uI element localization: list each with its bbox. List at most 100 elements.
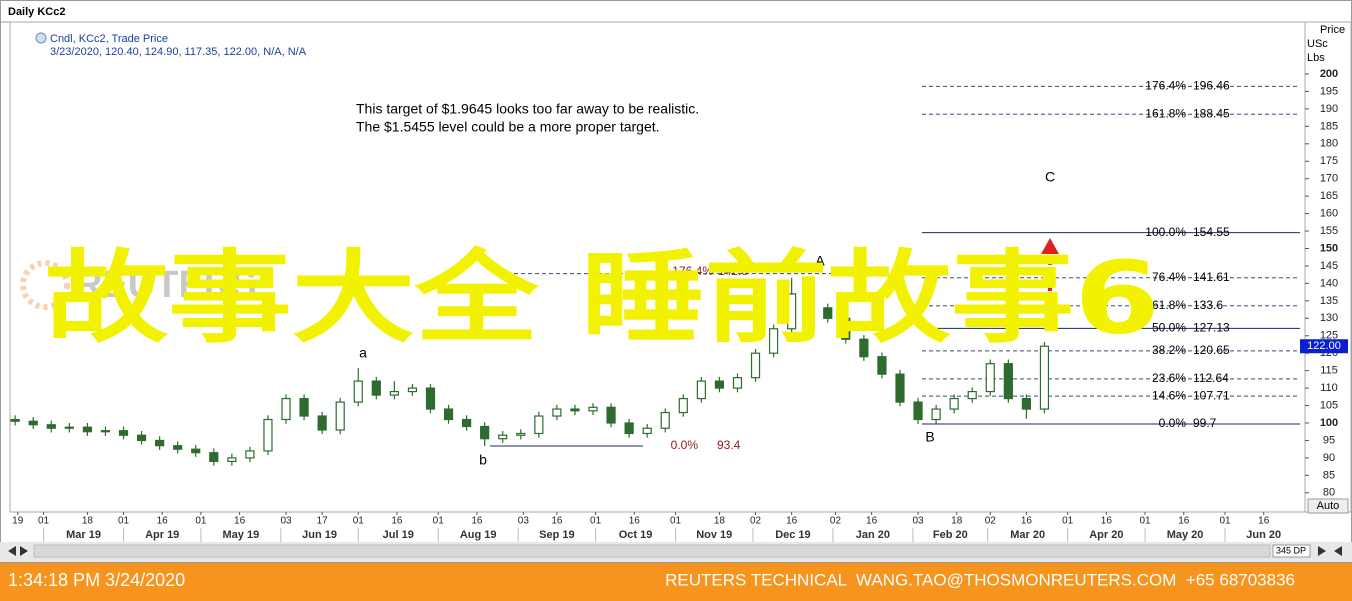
scroll-track[interactable] [33,544,1271,558]
fib-ratio: 14.6% [1152,388,1186,402]
price-header: USc [1307,38,1328,50]
candle-body [750,352,761,379]
y-tick-label: 105 [1320,399,1338,411]
y-tick-label: 175 [1320,155,1338,167]
annotation: The $1.5455 level could be a more proper… [356,119,660,135]
x-tick-label: 01 [433,516,445,527]
x-tick-label: 17 [317,516,329,527]
price-header: Lbs [1307,52,1325,64]
y-tick-label: 165 [1320,190,1338,202]
y-tick-label: 80 [1323,487,1335,499]
fib-ratio: 176.4% [1145,79,1186,93]
month-label: Aug 19 [460,529,497,541]
y-tick-label: 195 [1320,85,1338,97]
x-tick-label: 16 [866,516,878,527]
candle-body [191,448,201,454]
wave-label: A [815,253,825,269]
month-label: Jun 20 [1246,529,1281,541]
fib-price: 112.64 [1193,371,1229,385]
x-tick-label: 01 [670,516,682,527]
legend-line: Cndl, KCc2, Trade Price [50,33,168,45]
candle-body [100,430,111,433]
candle-body [660,411,670,429]
fib-price: 196.46 [1193,79,1230,93]
x-tick-label: 02 [750,516,762,527]
scroll-left[interactable] [8,546,16,556]
fib-price: 154.55 [1193,225,1230,239]
x-tick-label: 01 [195,516,207,527]
fib-ratio: 100.0% [1145,225,1186,239]
auto-button-label[interactable]: Auto [1317,500,1340,512]
footer-time: 1:34:18 PM 3/24/2020 [8,570,185,590]
candle-body [967,390,977,400]
candle-body [407,387,418,393]
candle-body [841,317,851,340]
candle-body [353,380,363,403]
legend-line: 3/23/2020, 120.40, 124.90, 117.35, 122.0… [50,46,307,58]
plot-layer: 176.4% 196.46 161.8% 188.45 100.0% 154.55 76.4… [10,79,1300,468]
x-tick-label: 03 [280,516,292,527]
scroll-label-box [1272,544,1311,558]
y-tick-label: 100 [1320,417,1338,429]
candle-body [696,380,706,400]
month-label: Apr 19 [145,529,179,541]
candle-body [588,406,598,412]
candle-body [805,293,815,309]
candle-body [768,328,779,354]
y-tick-label: 140 [1320,277,1338,289]
legend-icon[interactable] [35,32,47,44]
month-label: Jun 19 [302,529,337,541]
month-label: Dec 19 [775,529,810,541]
fib-price: 93.4 [717,438,741,452]
scroll-label: 345 DP [1276,545,1306,555]
y-tick-label: 135 [1320,295,1338,307]
fib-ratio: 50.0% [1152,320,1186,334]
candle-body [1003,363,1013,400]
y-tick-label: 150 [1320,242,1338,254]
x-tick-label: 03 [518,516,530,527]
candle-body [443,408,454,421]
x-tick-label: 18 [714,516,726,527]
month-label: May 19 [223,529,260,541]
price-header: Price [1320,24,1345,36]
candle-body [227,457,237,462]
zoom-out[interactable] [1318,546,1326,556]
candle-body [317,415,327,431]
fib-ratio: 161.8% [1145,106,1186,120]
candle-body [64,426,74,429]
candle-body [498,434,508,440]
candle-body [389,390,399,396]
x-tick-label: 16 [391,516,403,527]
x-tick-label: 01 [1219,516,1231,527]
fib-ratio: 0.0% [1159,416,1187,430]
x-tick-label: 18 [82,516,94,527]
candle-body [155,439,165,447]
wave-label: a [359,345,367,361]
y-tick-label: 90 [1323,452,1335,464]
candle-body [480,425,490,440]
x-tick-label: 02 [985,516,997,527]
candle-body [82,426,92,433]
auto-button[interactable] [1307,498,1349,514]
x-tick-label: 01 [353,516,365,527]
y-tick-label: 200 [1320,68,1338,80]
price-axis [1304,21,1352,513]
scroll-right[interactable] [20,546,28,556]
logo-mark [20,260,70,310]
candle-body [263,418,273,452]
wave-label: b [479,452,487,468]
zoom-in[interactable] [1334,546,1342,556]
fib-price: 142.8 [718,264,748,278]
x-tick-label: 16 [471,516,483,527]
x-tick-label: 03 [912,516,924,527]
y-tick-label: 155 [1320,225,1338,237]
y-tick-label: 170 [1320,173,1338,185]
month-label: Oct 19 [619,529,653,541]
fib-price: 133.6 [1193,298,1223,312]
candle-body [732,377,743,389]
y-tick-label: 190 [1320,103,1338,115]
footer-credits: REUTERS TECHNICAL WANG.TAO@THOSMONREUTER… [665,570,1295,589]
candle-body [335,401,345,431]
candle-body [913,401,923,421]
